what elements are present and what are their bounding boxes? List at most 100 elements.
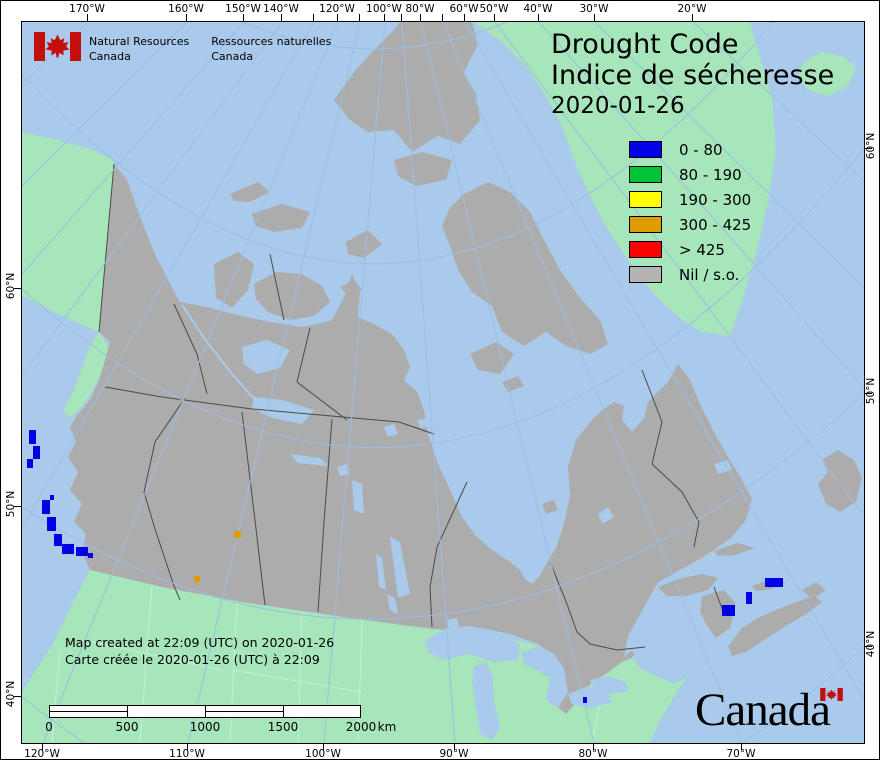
canada-wordmark: Canada xyxy=(695,684,831,736)
new-brunswick xyxy=(700,590,736,638)
bottom-axis-label: 100°W xyxy=(305,748,341,760)
nrcan-logo: Natural Resources Canada Ressources natu… xyxy=(34,32,331,64)
left-axis-tick xyxy=(14,288,22,289)
top-axis-tick xyxy=(494,14,495,22)
dept-en-line1: Natural Resources xyxy=(89,35,190,48)
maritimes-land xyxy=(658,450,862,656)
usa-land xyxy=(22,570,720,743)
scale-bar-value: 0 xyxy=(45,720,53,734)
left-axis-label: 50°N xyxy=(5,490,17,518)
legend-swatch-yellow xyxy=(629,191,662,208)
bottom-axis-tick xyxy=(42,743,43,750)
legend-row: 0 - 80 xyxy=(629,137,751,162)
bottom-axis-label: 90°W xyxy=(439,748,469,760)
top-axis-label: 160°W xyxy=(168,3,204,15)
top-axis-label: 50°W xyxy=(479,3,509,15)
creation-note-fr: Carte créée le 2020-01-26 (UTC) à 22:09 xyxy=(65,652,320,667)
right-axis-label: 40°N xyxy=(865,630,877,658)
top-axis-tick xyxy=(594,14,595,22)
top-axis-tick xyxy=(337,14,338,22)
top-axis-tick xyxy=(243,14,244,22)
bottom-axis-label: 70°W xyxy=(726,748,756,760)
scale-bar-value: 1000 xyxy=(189,720,221,734)
legend-row: 300 - 425 xyxy=(629,212,751,237)
top-axis-tick xyxy=(442,14,443,22)
top-axis-label: 170°W xyxy=(69,3,105,15)
us-state-borders xyxy=(51,584,603,743)
scale-bar-graphic xyxy=(49,705,361,718)
lake-erie xyxy=(568,686,612,708)
legend-swatch-blue xyxy=(629,141,662,158)
top-axis-tick xyxy=(87,14,88,22)
legend: 0 - 80 80 - 190 190 - 300 300 - 425 > 42… xyxy=(629,137,751,287)
greenland-land xyxy=(474,22,776,336)
top-axis-tick xyxy=(538,14,539,22)
top-axis-tick xyxy=(359,14,360,22)
bottom-axis-tick xyxy=(187,743,188,750)
left-axis-label: 60°N xyxy=(5,272,17,300)
legend-swatch-green xyxy=(629,166,662,183)
gaspe xyxy=(658,574,718,596)
drought-pixels-low xyxy=(27,430,783,703)
top-axis-label: 60°W xyxy=(449,3,479,15)
top-axis-tick xyxy=(401,14,402,22)
top-axis-tick xyxy=(186,14,187,22)
bottom-axis-label: 110°W xyxy=(169,748,205,760)
bottom-axis-label: 120°W xyxy=(24,748,60,760)
arctic-islands xyxy=(214,22,608,514)
bottom-axis-label: 80°W xyxy=(578,748,608,760)
left-axis-tick xyxy=(14,506,22,507)
lake-athabasca xyxy=(290,454,328,466)
scale-bar-value: 500 xyxy=(115,720,139,734)
left-axis-label: 40°N xyxy=(5,680,17,708)
map-canvas xyxy=(22,22,864,743)
legend-swatch-gray xyxy=(629,266,662,283)
graticule xyxy=(22,22,864,743)
top-axis-label: 150°W xyxy=(225,3,261,15)
map-title: Drought Code Indice de sécheresse 2020-0… xyxy=(551,29,834,121)
reindeer-lake xyxy=(352,480,364,514)
right-axis-label: 50°N xyxy=(865,377,877,405)
dept-fr-line2: Canada xyxy=(211,50,254,63)
top-axis-tick xyxy=(281,14,282,22)
right-axis-tick xyxy=(864,148,872,149)
top-axis-label: 40°W xyxy=(523,3,553,15)
province-borders xyxy=(98,163,725,651)
top-axis-tick xyxy=(464,14,465,22)
dept-name-fr: Ressources naturelles Canada xyxy=(211,34,331,64)
legend-swatch-red xyxy=(629,241,662,258)
alaska-panhandle xyxy=(63,332,109,418)
bottom-axis-tick xyxy=(323,743,324,750)
cape-breton xyxy=(802,582,826,600)
map-frame xyxy=(21,21,865,744)
legend-row: 190 - 300 xyxy=(629,187,751,212)
lake-huron xyxy=(522,646,568,708)
newfoundland xyxy=(818,450,862,512)
scale-bar: 0 500 1000 1500 2000 km xyxy=(45,704,449,734)
bottom-axis-tick xyxy=(593,743,594,750)
alaska-land xyxy=(22,132,114,332)
top-axis-label: 30°W xyxy=(579,3,609,15)
legend-label: 300 - 425 xyxy=(679,215,752,234)
right-axis-label: 60°N xyxy=(865,132,877,160)
legend-row: 80 - 190 xyxy=(629,162,751,187)
dept-name-en: Natural Resources Canada xyxy=(89,34,189,64)
scale-bar-value: 1500 xyxy=(267,720,299,734)
st-lawrence-river xyxy=(624,576,670,657)
iceland-land xyxy=(798,52,856,96)
dept-en-line2: Canada xyxy=(89,50,131,63)
canada-flag-icon xyxy=(34,32,81,61)
legend-row: > 425 xyxy=(629,237,751,262)
top-axis-label: 80°W xyxy=(405,3,435,15)
top-axis-tick xyxy=(692,14,693,22)
legend-label: 190 - 300 xyxy=(679,190,752,209)
title-fr: Indice de sécheresse xyxy=(551,60,835,91)
legend-row: Nil / s.o. xyxy=(629,262,751,287)
scale-bar-unit: km xyxy=(377,720,397,734)
creation-note: Map created at 22:09 (UTC) on 2020-01-26… xyxy=(65,634,334,668)
legend-label: Nil / s.o. xyxy=(679,265,740,284)
bottom-axis-tick xyxy=(454,743,455,750)
nova-scotia xyxy=(728,596,822,656)
title-en: Drought Code xyxy=(551,29,739,60)
